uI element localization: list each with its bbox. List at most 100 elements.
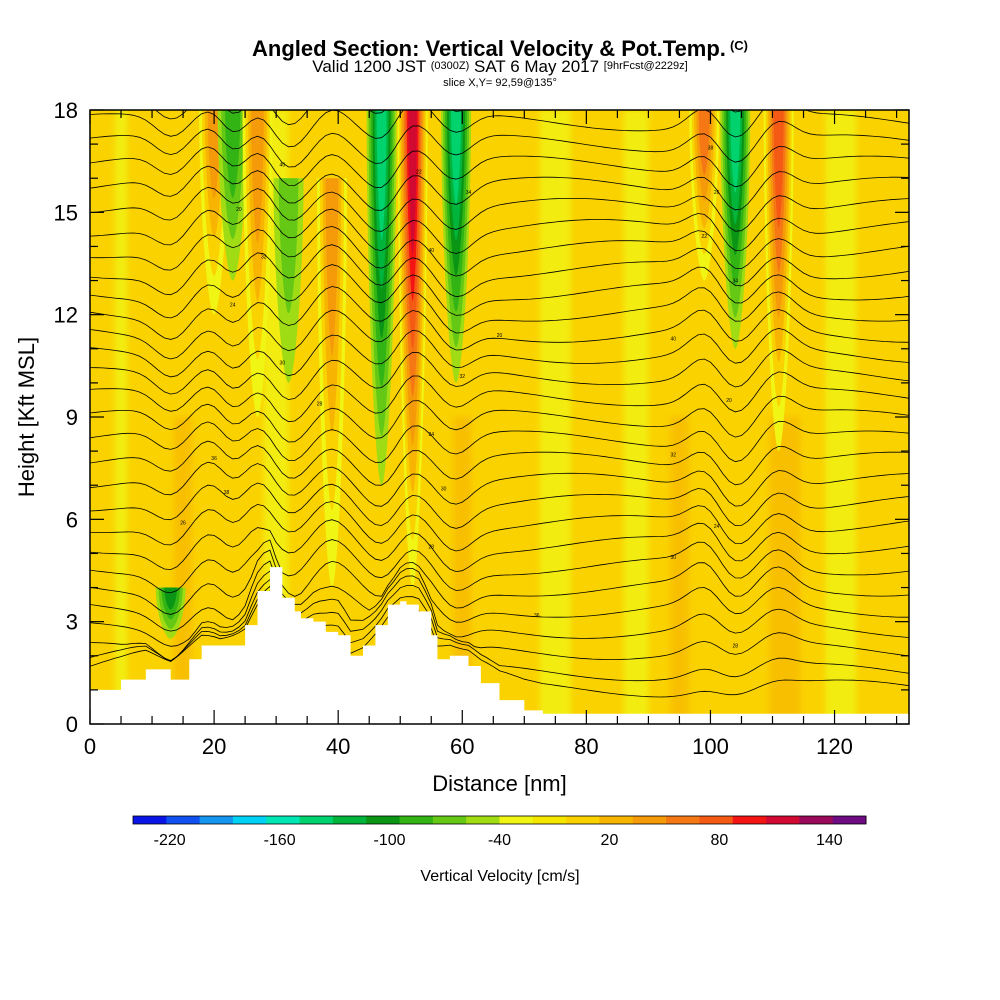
- contour-label: 26: [180, 521, 186, 527]
- colorbar-swatch: [133, 816, 167, 824]
- contour-line: [90, 590, 909, 698]
- terrain: [90, 567, 909, 724]
- y-tick-label: 3: [66, 610, 78, 635]
- contour-label: 26: [714, 190, 720, 196]
- colorbar-title: Vertical Velocity [cm/s]: [420, 868, 579, 885]
- contour-label: 38: [224, 490, 230, 496]
- colorbar-swatch: [299, 816, 334, 824]
- colorbar-swatch: [832, 816, 867, 824]
- contour-label: 28: [317, 401, 323, 407]
- contour-line: [90, 482, 909, 529]
- y-tick-label: 0: [66, 712, 78, 737]
- colorbar-swatch: [432, 816, 467, 824]
- colorbar-swatch: [766, 816, 800, 824]
- colorbar-swatch: [632, 816, 667, 824]
- y-tick-label: 6: [66, 507, 78, 532]
- colorbar: -220 -160 -100 -40 20 80 140 Vertical Velocity …: [132, 815, 867, 885]
- colorbar-tick-label: 80: [711, 832, 729, 849]
- contour-label: 28: [732, 644, 738, 650]
- updraft-core: [698, 110, 710, 176]
- contour-label: 36: [534, 613, 540, 619]
- contour-label: 24: [714, 524, 720, 530]
- updraft-core: [773, 110, 784, 229]
- colorbar-swatch: [732, 816, 767, 824]
- velocity-field: [90, 110, 909, 724]
- terrain-profile: [90, 567, 909, 724]
- colorbar-tick-label: 20: [601, 832, 619, 849]
- colorbar-swatch: [499, 816, 534, 824]
- contour-label: 34: [466, 190, 472, 196]
- colorbar-border: [132, 815, 867, 825]
- downdraft-core: [376, 110, 387, 240]
- contour-line: [90, 286, 909, 340]
- contour-line: [90, 309, 909, 360]
- contour-line: [90, 395, 909, 443]
- plot-frame: [89, 109, 910, 725]
- downdraft-core: [278, 178, 299, 314]
- colorbar-swatch: [466, 816, 500, 824]
- updraft-core: [408, 110, 417, 254]
- downdraft-core: [164, 587, 177, 610]
- y-tick-label: 12: [54, 303, 78, 328]
- updraft-core: [207, 110, 221, 199]
- contour-label: 30: [441, 487, 447, 493]
- contour-line: [90, 549, 909, 615]
- slice-info: slice X,Y= 92,59@135°: [443, 77, 557, 89]
- weak-downdraft-band: [825, 110, 857, 724]
- contour-label: 20: [726, 398, 732, 404]
- contour-line: [90, 371, 909, 423]
- contour-line: [90, 420, 909, 463]
- contour-label: 40: [280, 163, 286, 169]
- colorbar-tick-label: -160: [264, 832, 296, 849]
- contour-line: [90, 570, 909, 647]
- valid-utc: (0300Z): [430, 60, 470, 72]
- y-axis-title: Height [Kft MSL]: [14, 337, 39, 497]
- contour-label: 24: [230, 302, 236, 308]
- contour-line: [90, 578, 909, 662]
- contour-line: [90, 348, 909, 401]
- colorbar-tick-label: -100: [374, 832, 406, 849]
- contour-label: 20: [497, 333, 503, 339]
- contour-line: [90, 539, 909, 594]
- colorbar-tick-label: 140: [816, 832, 843, 849]
- contour-label: 36: [211, 456, 217, 462]
- contour-label: 28: [428, 545, 434, 551]
- x-tick-label: 0: [84, 734, 96, 759]
- pot-temp-contours: 40 20 32 24 30 28 36 38 26 22 34 40 20 32 24 30 28 36 38 26…: [90, 110, 909, 698]
- weak-downdraft-band: [539, 110, 571, 724]
- contour-line: [90, 461, 909, 507]
- colorbar-swatch: [266, 816, 301, 824]
- contour-label: 34: [732, 279, 738, 285]
- contour-line: [90, 165, 909, 211]
- colorbar-tick-label: -40: [488, 832, 511, 849]
- contour-label: 40: [428, 248, 434, 254]
- contour-label: 30: [670, 555, 676, 561]
- contour-line: [90, 110, 909, 148]
- x-tick-label: 40: [326, 734, 350, 759]
- contour-line: [90, 519, 909, 573]
- contour-label: 40: [670, 337, 676, 343]
- y-tick-label: 15: [54, 200, 78, 225]
- colorbar-swatch: [166, 816, 201, 824]
- contour-label: 30: [280, 360, 286, 366]
- y-tick-label: 18: [54, 98, 78, 123]
- valid-date: SAT 6 May 2017: [474, 57, 600, 76]
- colorbar-swatch: [566, 816, 600, 824]
- contour-line: [90, 264, 909, 319]
- contour-line: [90, 186, 909, 232]
- downdraft-core: [730, 110, 741, 193]
- title-copyright: (C): [729, 38, 748, 53]
- colorbar-swatch: [232, 816, 267, 824]
- colorbar-swatch: [366, 816, 401, 824]
- contour-label: 32: [670, 453, 676, 459]
- weak-downdraft-band: [623, 110, 649, 724]
- contour-label: 22: [701, 234, 707, 240]
- colorbar-swatch: [799, 816, 834, 824]
- x-tick-label: 60: [450, 734, 474, 759]
- chart-subtitle: Valid 1200 JST (0300Z) SAT 6 May 2017 [9…: [0, 58, 1000, 75]
- contour-label: 38: [708, 146, 714, 152]
- contour-label: 24: [428, 432, 434, 438]
- x-tick-label: 20: [202, 734, 226, 759]
